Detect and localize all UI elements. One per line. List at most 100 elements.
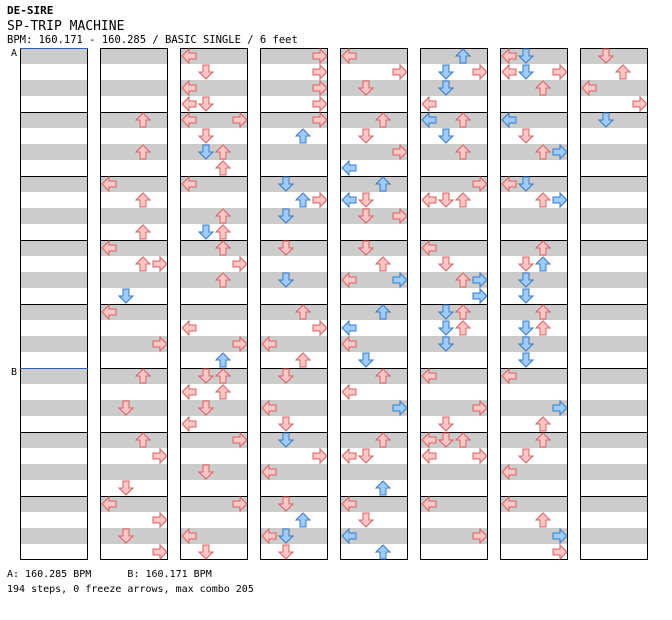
step-arrow-left (421, 111, 437, 129)
step-arrow-up (454, 192, 472, 208)
step-arrow-left (501, 175, 517, 193)
step-arrow-left (421, 239, 437, 257)
step-arrow-right (472, 271, 488, 289)
step-arrow-up (534, 192, 552, 208)
step-arrow-down (277, 176, 295, 192)
step-arrow-down (357, 240, 375, 256)
step-arrow-left (181, 415, 197, 433)
step-arrow-down (357, 208, 375, 224)
step-arrow-left (181, 111, 197, 129)
bpm-marker-a: A (11, 48, 18, 59)
step-arrow-right (552, 143, 568, 161)
step-arrow-up (134, 368, 152, 384)
step-arrow-right (152, 255, 168, 273)
step-arrow-up (214, 224, 232, 240)
step-arrow-left (261, 463, 277, 481)
step-arrow-down (277, 432, 295, 448)
step-arrow-down (437, 256, 455, 272)
step-arrow-right (552, 543, 568, 561)
step-arrow-up (534, 320, 552, 336)
step-arrow-left (181, 47, 197, 65)
bpm-legend-b: B: 160.171 BPM (127, 569, 212, 580)
step-arrow-up (454, 48, 472, 64)
step-arrow-down (277, 528, 295, 544)
step-arrow-up (214, 368, 232, 384)
step-arrow-down (197, 144, 215, 160)
step-arrow-down (437, 432, 455, 448)
step-arrow-left (501, 495, 517, 513)
step-arrow-left (421, 431, 437, 449)
step-arrow-left (181, 79, 197, 97)
step-arrow-up (454, 320, 472, 336)
step-arrow-down (517, 448, 535, 464)
step-arrow-right (392, 63, 408, 81)
step-arrow-down (437, 64, 455, 80)
step-arrow-down (197, 400, 215, 416)
chart-column (20, 48, 88, 560)
step-arrow-left (341, 335, 357, 353)
step-arrow-right (552, 399, 568, 417)
step-arrow-left (341, 495, 357, 513)
step-arrow-left (421, 95, 437, 113)
step-arrow-left (341, 271, 357, 289)
step-arrow-left (501, 367, 517, 385)
step-arrow-left (421, 191, 437, 209)
step-arrow-right (392, 143, 408, 161)
step-arrow-left (341, 447, 357, 465)
step-arrow-left (181, 527, 197, 545)
step-arrow-down (597, 48, 615, 64)
step-arrow-left (341, 159, 357, 177)
step-arrow-right (472, 399, 488, 417)
step-arrow-up (454, 144, 472, 160)
step-arrow-up (134, 192, 152, 208)
step-arrow-down (277, 496, 295, 512)
step-arrow-right (152, 543, 168, 561)
step-arrow-down (277, 416, 295, 432)
step-arrow-up (454, 112, 472, 128)
song-title: SP-TRIP MACHINE (7, 19, 125, 34)
step-arrow-up (134, 112, 152, 128)
step-arrow-left (181, 383, 197, 401)
step-arrow-right (472, 287, 488, 305)
step-arrow-down (277, 368, 295, 384)
step-arrow-up (294, 304, 312, 320)
step-arrow-up (294, 128, 312, 144)
step-arrow-up (614, 64, 632, 80)
step-arrow-up (134, 432, 152, 448)
step-arrow-down (277, 208, 295, 224)
step-arrow-down (197, 128, 215, 144)
step-arrow-down (277, 272, 295, 288)
step-arrow-right (392, 271, 408, 289)
step-arrow-left (501, 463, 517, 481)
step-arrow-down (517, 336, 535, 352)
step-arrow-left (101, 239, 117, 257)
step-arrow-right (552, 191, 568, 209)
step-arrow-up (214, 272, 232, 288)
step-arrow-right (232, 255, 248, 273)
step-arrow-up (134, 224, 152, 240)
step-arrow-down (117, 400, 135, 416)
step-arrow-down (437, 320, 455, 336)
step-arrow-down (197, 368, 215, 384)
artist-name: DE-SIRE (7, 4, 54, 17)
step-arrow-right (392, 207, 408, 225)
step-arrow-down (117, 528, 135, 544)
chart-column (180, 48, 248, 560)
step-arrow-up (294, 352, 312, 368)
step-arrow-left (341, 47, 357, 65)
step-arrow-up (454, 432, 472, 448)
step-arrow-right (312, 191, 328, 209)
step-arrow-right (552, 63, 568, 81)
step-arrow-up (374, 432, 392, 448)
step-arrow-up (534, 432, 552, 448)
chart-column (260, 48, 328, 560)
step-arrow-left (501, 63, 517, 81)
step-arrow-up (214, 240, 232, 256)
step-arrow-up (374, 368, 392, 384)
step-arrow-right (232, 431, 248, 449)
step-arrow-left (341, 191, 357, 209)
step-arrow-right (232, 495, 248, 513)
step-arrow-right (472, 175, 488, 193)
step-arrow-down (437, 336, 455, 352)
